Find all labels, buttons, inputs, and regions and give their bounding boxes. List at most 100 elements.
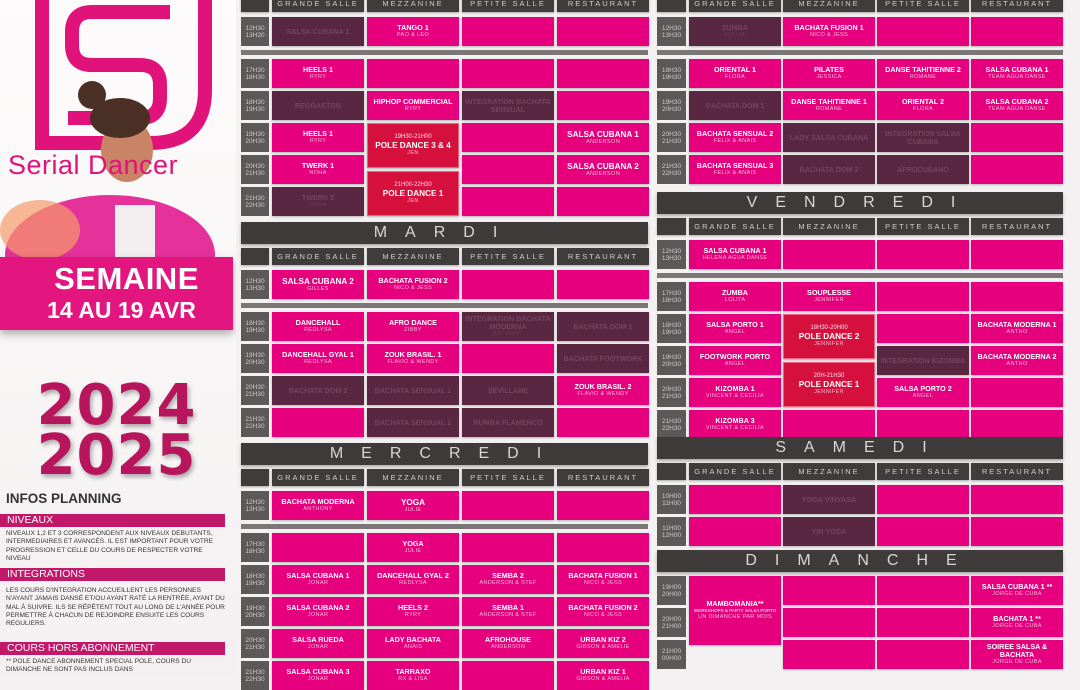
class-afrocubano[interactable]: AFROCUBANO bbox=[877, 155, 969, 184]
class-bachata-moderna-2[interactable]: BACHATA MODERNA 2 ANTHO bbox=[971, 346, 1063, 375]
class-bachata-dom-1[interactable]: BACHATA DOM 1 bbox=[557, 312, 649, 341]
class-salsa-cubana-1[interactable]: SALSA CUBANA 1 TEAM AGUA DANSE bbox=[971, 59, 1063, 88]
class-salsa-cubana-1[interactable]: SALSA CUBANA 1 ** JORGE DE CUBA bbox=[971, 576, 1063, 605]
class-tarraxo[interactable]: TARRAXO RX & LISA bbox=[367, 661, 459, 690]
class-salsa-porto-2[interactable]: SALSA PORTO 2 ANGEL bbox=[877, 378, 969, 407]
empty-slot bbox=[462, 59, 554, 88]
class-dancehall[interactable]: DANCEHALL REDLYSA bbox=[272, 312, 364, 341]
class-bachata-sensual-2[interactable]: BACHATA SENSUAL 2 bbox=[367, 408, 459, 437]
class-zouk-brasil-1[interactable]: ZOUK BRASIL. 1 FLAVIO & WENDY bbox=[367, 344, 459, 373]
time-label: 18H30 bbox=[245, 319, 265, 327]
class-lady-bachata[interactable]: LADY BACHATA ANAIS bbox=[367, 629, 459, 658]
class-rumba-flamenco[interactable]: RUMBA FLAMENCO bbox=[462, 408, 554, 437]
class-zouk-brasil-2[interactable]: ZOUK BRASIL. 2 FLAVIO & WENDY bbox=[557, 376, 649, 405]
class-heels-2[interactable]: HEELS 2 RYRY bbox=[367, 597, 459, 626]
class-oriental-2[interactable]: ORIENTAL 2 FLORA bbox=[877, 91, 969, 120]
class-salsa-cubana-3[interactable]: SALSA CUBANA 3 JONAR bbox=[272, 661, 364, 690]
class-salsa-cubana-1[interactable]: SALSA CUBANA 1 JONAR bbox=[272, 565, 364, 594]
class-hiphop-commercial[interactable]: HIPHOP COMMERCIAL RYRY bbox=[367, 91, 459, 120]
class-salsa-cubana-2[interactable]: SALSA CUBANA 2 ANDERSON bbox=[557, 155, 649, 184]
class-zumba[interactable]: ZUMBA LOLITA bbox=[689, 17, 781, 46]
class-pole-dance-3-4[interactable]: 19H30-21H00 POLE DANCE 3 & 4 JEN bbox=[367, 123, 459, 168]
class-bachata-dom-2[interactable]: BACHATA DOM 2 bbox=[272, 376, 364, 405]
class-kizomba-3[interactable]: KIZOMBA 3 VINCENT & CECILIA bbox=[689, 410, 781, 439]
class-mambomania[interactable]: MAMBOMANIA** WORKSHOPS & PARTY SALSA PORT… bbox=[689, 576, 781, 645]
class-afrohouse[interactable]: AFROHOUSE ANDERSON bbox=[462, 629, 554, 658]
class-yin-yoga[interactable]: YIN YOGA bbox=[783, 517, 875, 546]
class-twerk-1[interactable]: TWERK 1 NOHA bbox=[272, 155, 364, 184]
empty-slot bbox=[272, 408, 364, 437]
class-integration-bachata-moderna[interactable]: INTEGRATION BACHATA MODERNA ANTHONY bbox=[462, 312, 554, 341]
class-danse-tahitienne-2[interactable]: DANSE TAHITIENNE 2 ROMANE bbox=[877, 59, 969, 88]
class-bachata-sensual-2[interactable]: BACHATA SENSUAL 2 FELIX & ANAIS bbox=[689, 123, 781, 152]
empty-slot bbox=[557, 187, 649, 216]
class-teacher: JEN bbox=[407, 198, 419, 204]
class-urban-kiz-2[interactable]: URBAN KIZ 2 GIBSON & AMELIE bbox=[557, 629, 649, 658]
class-twerk-2[interactable]: TWERK 2 NOHA bbox=[272, 187, 364, 216]
class-souplesse[interactable]: SOUPLESSE JENNIFER bbox=[783, 282, 875, 311]
class-dancehall-gyal-1[interactable]: DANCEHALL GYAL 1 REDLYSA bbox=[272, 344, 364, 373]
class-salsa-porto-1[interactable]: SALSA PORTO 1 ANGEL bbox=[689, 314, 781, 343]
class-pole-dance-2[interactable]: 18H30-20H00 POLE DANCE 2 JENNIFER bbox=[783, 314, 875, 359]
time-slot: 21H30 22H30 bbox=[241, 187, 269, 216]
class-salsa-cubana-1[interactable]: SALSA CUBANA 1 HELENA AGUA DANSE bbox=[689, 240, 781, 269]
class-heels-1[interactable]: HEELS 1 RYRY bbox=[272, 123, 364, 152]
class-soiree-salsa-bachata[interactable]: SOIREE SALSA & BACHATA JORGE DE CUBA bbox=[971, 640, 1063, 669]
class-oriental-1[interactable]: ORIENTAL 1 FLORA bbox=[689, 59, 781, 88]
class-sevillane[interactable]: SEVILLANE bbox=[462, 376, 554, 405]
class-bachata-1[interactable]: BACHATA 1 ** JORGE DE CUBA bbox=[971, 608, 1063, 637]
class-title: BACHATA MODERNA 2 bbox=[977, 352, 1057, 361]
class-salsa-cubana-2[interactable]: SALSA CUBANA 2 JONAR bbox=[272, 597, 364, 626]
class-yoga[interactable]: YOGA JULIE bbox=[367, 491, 459, 520]
class-bachata-sensual-3[interactable]: BACHATA SENSUAL 3 FELIX & ANAIS bbox=[689, 155, 781, 184]
class-title: SALSA CUBANA 1 bbox=[567, 129, 639, 139]
class-semba-2[interactable]: SEMBA 2 ANDERSON & STEF bbox=[462, 565, 554, 594]
class-heels-1[interactable]: HEELS 1 RYRY bbox=[272, 59, 364, 88]
class-bachata-moderna-1[interactable]: BACHATA MODERNA 1 ANTHO bbox=[971, 314, 1063, 343]
class-integration-salsa-cubana[interactable]: INTEGRATION SALSA CUBANA bbox=[877, 123, 969, 152]
class-pole-dance-1[interactable]: 21H00-22H30 POLE DANCE 1 JEN bbox=[367, 171, 459, 216]
class-title: RUMBA FLAMENCO bbox=[473, 417, 543, 427]
class-integration-kizomba[interactable]: INTEGRATION KIZOMBA bbox=[877, 346, 969, 375]
class-kizomba-1[interactable]: KIZOMBA 1 VINCENT & CECILIA bbox=[689, 378, 781, 407]
room-header-restaurant: RESTAURANT bbox=[971, 218, 1063, 235]
class-urban-kiz-1[interactable]: URBAN KIZ 1 GIBSON & AMELIA bbox=[557, 661, 649, 690]
empty-slot bbox=[557, 17, 649, 46]
class-title: LADY BACHATA bbox=[385, 635, 441, 644]
class-bachata-fusion-1[interactable]: BACHATA FUSION 1 NICO & JESS bbox=[557, 565, 649, 594]
class-danse-tahitienne-1[interactable]: DANSE TAHITIENNE 1 ROMANE bbox=[783, 91, 875, 120]
time-slot: 19H00 20H00 bbox=[657, 576, 686, 605]
class-tango-1[interactable]: TANGO 1 PAO & LEO bbox=[367, 17, 459, 46]
class-bachata-moderna[interactable]: BACHATA MODERNA ANTHONY bbox=[272, 491, 364, 520]
class-reggaeton[interactable]: REGGAETON bbox=[272, 91, 364, 120]
class-dancehall-gyal-2[interactable]: DANCEHALL GYAL 2 REDLYSA bbox=[367, 565, 459, 594]
class-bachata-sensual-1[interactable]: BACHATA SENSUAL 1 bbox=[367, 376, 459, 405]
time-label: 22H30 bbox=[661, 169, 682, 177]
class-bachata-fusion-2[interactable]: BACHATA FUSION 2 NICO & JESS bbox=[557, 597, 649, 626]
empty-slot bbox=[783, 608, 875, 637]
class-title: SALSA RUEDA bbox=[292, 635, 344, 644]
class-semba-1[interactable]: SEMBA 1 ANDERSON & STEF bbox=[462, 597, 554, 626]
class-title: BACHATA DOM 1 bbox=[573, 321, 633, 331]
time-slot: 21H30 22H30 bbox=[657, 155, 686, 184]
class-bachata-dom-1[interactable]: BACHATA DOM 1 bbox=[689, 91, 781, 120]
class-salsa-cubana-2[interactable]: SALSA CUBANA 2 GILLES bbox=[272, 270, 364, 299]
time-label: 19H30 bbox=[661, 353, 682, 361]
class-bachata-dom-2[interactable]: BACHATA DOM 2 bbox=[783, 155, 875, 184]
class-salsa-rueda[interactable]: SALSA RUEDA JONAR bbox=[272, 629, 364, 658]
class-integration-bachata-sensual[interactable]: INTEGRATION BACHATA SENSUAL bbox=[462, 91, 554, 120]
class-salsa-cubana-1[interactable]: SALSA CUBANA 1 ANDERSON bbox=[557, 123, 649, 152]
class-yoga-vinyasa[interactable]: YOGA VINYASA bbox=[783, 485, 875, 514]
class-lady-salsa-cubana[interactable]: LADY SALSA CUBANA bbox=[783, 123, 875, 152]
class-bachata-fusion-1[interactable]: BACHATA FUSION 1 NICO & JESS bbox=[783, 17, 875, 46]
class-afro-dance[interactable]: AFRO DANCE ZIBBY bbox=[367, 312, 459, 341]
class-bachata-footwork[interactable]: BACHATA FOOTWORK bbox=[557, 344, 649, 373]
class-bachata-fusion-2[interactable]: BACHATA FUSION 2 NICO & JESS bbox=[367, 270, 459, 299]
class-salsa-cubana-1[interactable]: SALSA CUBANA 1 bbox=[272, 17, 364, 46]
class-salsa-cubana-2[interactable]: SALSA CUBANA 2 TEAM AGUA DANSE bbox=[971, 91, 1063, 120]
class-pilates[interactable]: PILATES JESSICA bbox=[783, 59, 875, 88]
class-pole-dance-1[interactable]: 20H-21H30 POLE DANCE 1 JENNIFER bbox=[783, 362, 875, 407]
class-footwork-porto[interactable]: FOOTWORK PORTO ANGEL bbox=[689, 346, 781, 375]
class-zumba[interactable]: ZUMBA LOLITA bbox=[689, 282, 781, 311]
class-yoga[interactable]: YOGA JULIE bbox=[367, 533, 459, 562]
